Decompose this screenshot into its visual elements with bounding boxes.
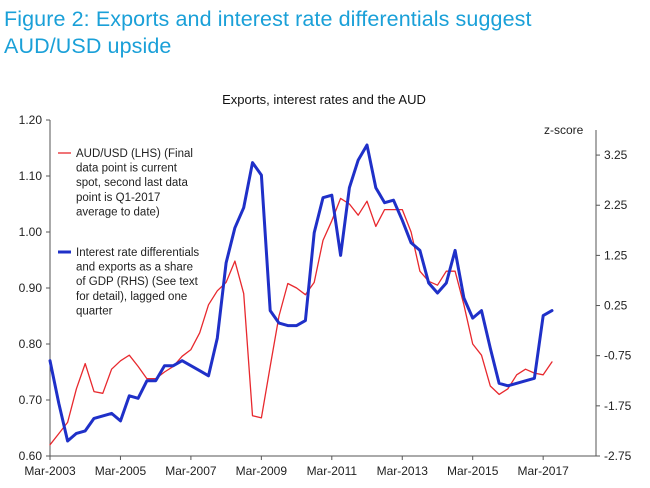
legend-label: point is Q1-2017	[76, 192, 160, 204]
x-tick-label: Mar-2013	[377, 464, 429, 478]
series-layer	[48, 143, 554, 446]
right-axis-label: z-score	[544, 123, 584, 137]
right-tick-label: -2.75	[604, 449, 632, 463]
x-tick-label: Mar-2011	[307, 464, 358, 478]
legend-label: data point is current	[76, 163, 178, 175]
series-line-rate-differentials	[48, 143, 554, 443]
right-tick-label: -1.75	[604, 399, 632, 413]
x-tick-label: Mar-2009	[236, 464, 288, 478]
x-tick-label: Mar-2003	[24, 464, 76, 478]
axes: 0.60 0.70 0.80 0.90 1.00 1.10 1.20 -2.75 -1.75 -0…	[19, 113, 632, 478]
figure-title-line-1: Figure 2: Exports and interest rate diff…	[4, 7, 532, 31]
legend-label: quarter	[76, 305, 113, 317]
legend-label: AUD/USD (LHS) (Final	[76, 148, 193, 160]
left-tick-label: 1.20	[19, 113, 43, 127]
series-line-audusd	[49, 197, 553, 446]
right-tick-label: 0.25	[604, 299, 628, 313]
left-tick-label: 0.60	[19, 449, 43, 463]
right-tick-label: -0.75	[604, 349, 632, 363]
right-tick-label: 1.25	[604, 248, 628, 262]
figure-title: Figure 2: Exports and interest rate diff…	[4, 6, 644, 60]
x-tick-label: Mar-2005	[95, 464, 147, 478]
x-tick-label: Mar-2015	[447, 464, 499, 478]
left-tick-label: 1.00	[19, 225, 43, 239]
legend-label: and exports as a share	[76, 262, 193, 274]
figure-title-line-2: AUD/USD upside	[4, 34, 172, 58]
x-tick-label: Mar-2007	[165, 464, 217, 478]
left-tick-label: 0.90	[19, 281, 43, 295]
legend: AUD/USD (LHS) (Final data point is curren…	[58, 148, 199, 317]
chart-title: Exports, interest rates and the AUD	[222, 92, 426, 107]
legend-label: average to date)	[76, 206, 160, 218]
right-tick-label: 3.25	[604, 148, 628, 162]
legend-label: of GDP (RHS) (See text	[76, 276, 199, 288]
left-tick-label: 0.80	[19, 337, 43, 351]
x-tick-label: Mar-2017	[517, 464, 569, 478]
left-tick-label: 1.10	[19, 169, 43, 183]
legend-label: for detail), lagged one	[76, 291, 187, 303]
right-tick-label: 2.25	[604, 198, 628, 212]
legend-label: spot, second last data	[76, 177, 188, 189]
left-tick-label: 0.70	[19, 393, 43, 407]
legend-label: Interest rate differentials	[76, 247, 199, 259]
